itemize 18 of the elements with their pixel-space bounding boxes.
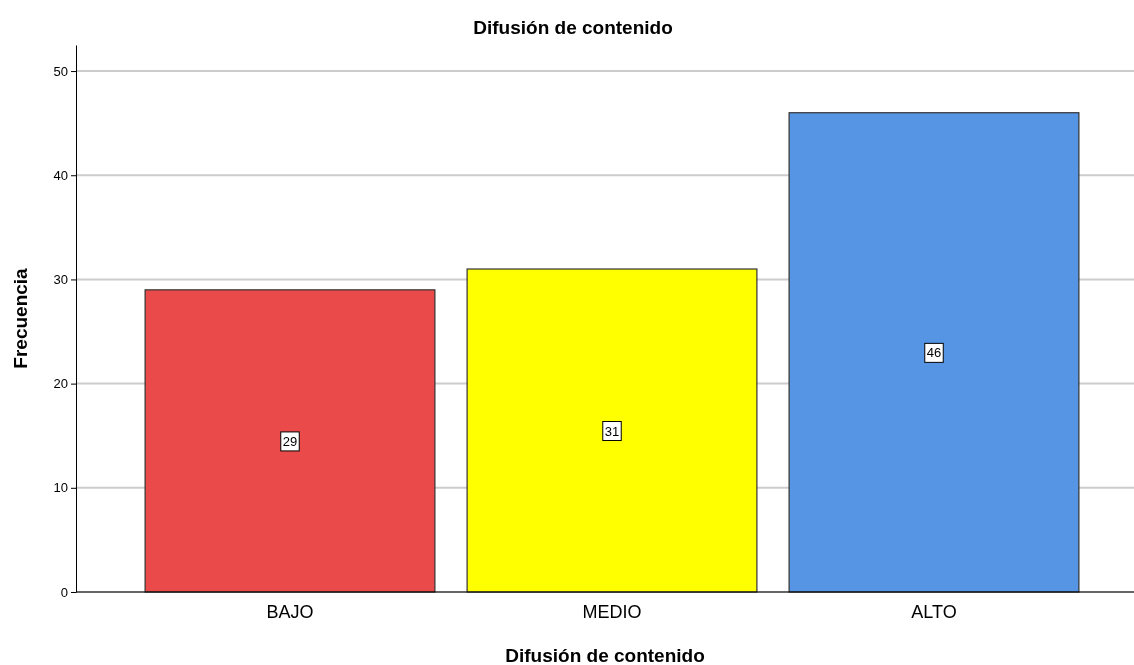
x-axis-title: Difusión de contenido [505, 645, 705, 665]
x-tick-label: MEDIO [582, 602, 642, 623]
y-tick-label: 30 [53, 272, 68, 288]
data-label: 46 [926, 345, 942, 361]
y-tick-label: 20 [53, 376, 68, 392]
x-tick-label: ALTO [911, 602, 957, 623]
bar [788, 112, 1080, 593]
y-axis-title: Frecuencia [10, 267, 31, 369]
chart-title: Difusión de contenido [473, 17, 673, 38]
bar [144, 289, 436, 593]
data-label: 31 [604, 423, 620, 439]
bar [466, 268, 758, 593]
x-tick-label: BAJO [266, 602, 314, 623]
y-tick-label: 50 [53, 63, 68, 79]
y-tick-label: 0 [60, 584, 68, 600]
y-tick-label: 40 [53, 167, 68, 183]
y-tick-label: 10 [53, 480, 68, 496]
data-label: 29 [282, 433, 298, 449]
